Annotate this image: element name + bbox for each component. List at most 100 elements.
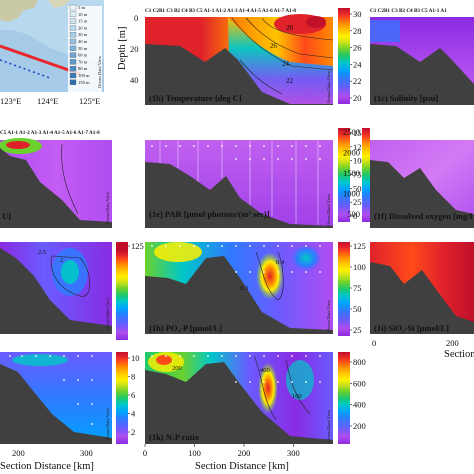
depth-legend-label-2: 15 m	[78, 19, 88, 24]
sample-dot	[151, 145, 153, 147]
depth-legend-swatch-0	[69, 4, 77, 11]
panel-1e-title: (1e) PAR [µmol photons/(m² sec)]	[149, 209, 270, 219]
sample-dot	[263, 145, 265, 147]
colorbar-tick-9-1: 600	[353, 378, 366, 388]
colorbar-ticks-1k: 800 600 400 200	[350, 357, 366, 431]
sample-dot	[263, 245, 265, 247]
sample-dot	[207, 355, 209, 357]
sample-dot	[319, 381, 321, 383]
sample-dot	[249, 158, 251, 160]
sample-dot	[305, 381, 307, 383]
colorbar-tick-4-2: 1500	[343, 168, 360, 178]
contour-label-1k-0: 200	[172, 365, 182, 372]
x-tick-1k-3: 300	[287, 448, 300, 458]
x-tick-1k-1: 100	[188, 448, 201, 458]
watermark-1g: Ocean Data View	[105, 297, 110, 330]
depth-legend-swatch-2	[69, 18, 77, 24]
colorbar-1g	[116, 250, 128, 340]
x-tick-1i-0: 0	[372, 338, 376, 348]
contour-label-1g-1: 2	[60, 257, 63, 264]
sample-dot	[319, 158, 321, 160]
colorbar-1k	[338, 352, 350, 444]
sample-dot	[207, 245, 209, 247]
sample-dot	[263, 158, 265, 160]
sample-dot	[291, 355, 293, 357]
sample-dot	[319, 245, 321, 247]
sample-dot	[249, 245, 251, 247]
colorbar-1f	[362, 128, 370, 222]
contour-label-1b-2: 26	[270, 42, 278, 50]
panel-1k-title: (1k) N:P ratio	[149, 432, 199, 442]
contour-label-1b-3: 28	[286, 24, 294, 32]
sample-dot	[179, 145, 181, 147]
colorbar-tick-0-5: 20	[353, 93, 362, 103]
sample-dot	[263, 271, 265, 273]
sample-dot	[291, 145, 293, 147]
seabed-1g	[0, 248, 112, 334]
map-watermark: Ocean Data View	[97, 55, 102, 88]
x-tick-1j-1: 300	[80, 448, 93, 458]
x-tick-1k-0: 0	[143, 448, 147, 458]
colorbar-tick-5-0: 125	[131, 241, 144, 251]
sample-dot	[193, 245, 195, 247]
sample-dot	[193, 145, 195, 147]
section-line	[0, 44, 81, 79]
colorbar-tick-3-1: 125	[353, 142, 366, 152]
sample-dot	[179, 355, 181, 357]
sample-dot	[263, 381, 265, 383]
sample-dot	[305, 145, 307, 147]
depth-legend-label-11: 150 m	[78, 80, 90, 85]
x-label-1j: Section Distance [km]	[0, 461, 94, 472]
contour-label-1k-1: 400	[260, 367, 270, 374]
map-lon-label-0: 123°E	[0, 96, 21, 106]
sample-dot	[221, 245, 223, 247]
colorbar-tick-6-0: 125	[353, 241, 366, 251]
station-header-1b: C1 C2B1 C3 B2 C4 B3 C5 A1-1 A1-2 A1-3 A1…	[145, 8, 296, 14]
watermark-1d: Ocean Data View	[105, 191, 110, 224]
depth-legend-label-9: 80 m	[78, 66, 88, 71]
seabed-1e	[145, 162, 333, 228]
depth-legend-swatch-6	[69, 45, 77, 51]
colorbar-tick-4-1: 2000	[343, 148, 360, 158]
colorbar-tick-0-4: 22	[353, 76, 362, 86]
panel-1k-np-ratio: 200 400 100 (1k) N:P ratio Ocean Data Vi…	[145, 352, 333, 444]
panel-1b-title: (1b) Temperature [deg C]	[149, 93, 242, 103]
sample-dot	[291, 245, 293, 247]
colorbar-ticks-1h: 125 100 75 50 25	[350, 241, 366, 335]
colorbar-tick-9-3: 200	[353, 421, 366, 431]
x-tick-1i-1: 200	[446, 338, 459, 348]
panel-1d-title: U]	[2, 211, 11, 221]
seabed-1c	[370, 44, 474, 105]
colorbar-ticks-1b: 30 28 26 24 22 20	[350, 9, 362, 103]
contour-label-1h-1: 0.3	[240, 285, 248, 292]
sample-dot	[305, 245, 307, 247]
panel-1f-title: (1f) Dissolved oxygen [mg/L]	[374, 211, 474, 221]
colorbar-tick-0-2: 26	[353, 43, 362, 53]
seabed-1k	[145, 362, 333, 444]
colorbar-tick-8-2: 6	[131, 390, 135, 400]
depth-legend-label-5: 40 m	[78, 39, 88, 44]
depth-legend-label-1: 10 m	[78, 12, 88, 17]
depth-axis-label: Depth [m]	[117, 27, 128, 70]
sample-dot	[319, 271, 321, 273]
colorbar-tick-6-4: 25	[353, 325, 362, 335]
sample-dot	[249, 381, 251, 383]
depth-legend-swatch-4	[69, 32, 77, 38]
colorbar-tick-6-1: 100	[353, 262, 366, 272]
panel-1b-temperature: 22 24 26 28 (1b) Temperature [deg C] Oce…	[145, 14, 334, 105]
colorbar-tick-9-2: 400	[353, 400, 366, 410]
colorbar-ticks-1j: 10 8 6 4 2	[128, 353, 140, 437]
colorbar-tick-0-1: 28	[353, 26, 362, 36]
panel-1e-par: (1e) PAR [µmol photons/(m² sec)] Ocean D…	[145, 140, 333, 228]
depth-legend-label-10: 100 m	[78, 73, 90, 78]
colorbar-tick-4-0: 2500	[343, 127, 360, 137]
y-tick-1b-0: 0	[134, 13, 138, 23]
sample-dot	[277, 158, 279, 160]
sample-dot	[291, 381, 293, 383]
colorbar-tick-4-3: 1000	[343, 189, 360, 199]
panel-1j: Ocean Data View	[0, 352, 112, 444]
depth-legend-swatch-7	[69, 52, 77, 58]
sample-dot	[319, 145, 321, 147]
sample-dot	[277, 145, 279, 147]
depth-legend-swatch-5	[69, 38, 77, 45]
